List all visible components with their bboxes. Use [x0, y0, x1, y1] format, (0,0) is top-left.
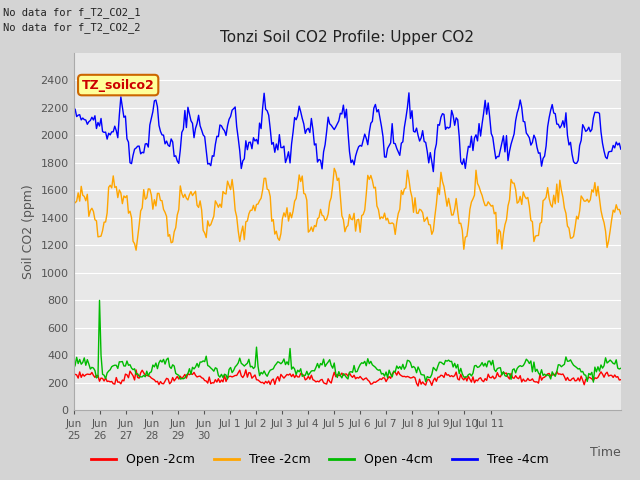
Text: No data for f_T2_CO2_1: No data for f_T2_CO2_1: [3, 7, 141, 18]
Text: Time: Time: [590, 446, 621, 459]
Title: Tonzi Soil CO2 Profile: Upper CO2: Tonzi Soil CO2 Profile: Upper CO2: [220, 30, 474, 45]
Y-axis label: Soil CO2 (ppm): Soil CO2 (ppm): [22, 184, 35, 279]
Text: TZ_soilco2: TZ_soilco2: [82, 79, 154, 92]
Legend: Open -2cm, Tree -2cm, Open -4cm, Tree -4cm: Open -2cm, Tree -2cm, Open -4cm, Tree -4…: [86, 448, 554, 471]
Text: No data for f_T2_CO2_2: No data for f_T2_CO2_2: [3, 22, 141, 33]
